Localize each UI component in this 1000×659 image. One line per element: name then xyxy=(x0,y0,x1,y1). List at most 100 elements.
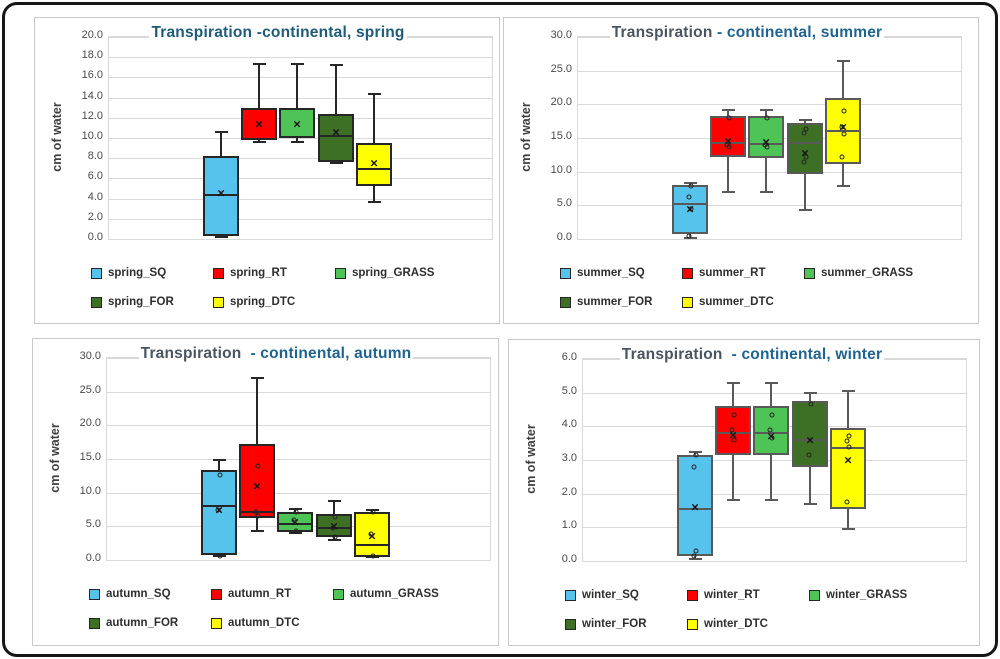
legend-item-autumn_SQ[interactable]: autumn_SQ xyxy=(89,587,171,601)
whisker-cap-lower-summer_GRASS xyxy=(759,190,773,193)
whisker-cap-upper-summer_FOR xyxy=(798,119,812,122)
box-autumn_DTC[interactable] xyxy=(354,511,390,557)
legend-swatch-winter_FOR xyxy=(565,618,576,630)
mean-marker-summer_GRASS: × xyxy=(762,134,770,150)
legend-label: autumn_SQ xyxy=(106,588,171,600)
legend-item-winter_FOR[interactable]: winter_FOR xyxy=(565,617,647,631)
box-spring_FOR[interactable] xyxy=(318,113,354,163)
legend-swatch-summer_RT xyxy=(682,267,693,279)
legend-item-summer_DTC[interactable]: summer_DTC xyxy=(682,295,774,309)
data-point-summer_DTC xyxy=(839,154,844,160)
whisker-cap-upper-autumn_SQ xyxy=(212,458,226,461)
gridline xyxy=(578,239,961,240)
y-tick-label: 20.0 xyxy=(550,96,572,109)
legend-item-summer_RT[interactable]: summer_RT xyxy=(682,266,765,280)
gridline xyxy=(583,392,966,394)
legend-item-winter_SQ[interactable]: winter_SQ xyxy=(565,588,639,602)
mean-marker-winter_SQ: × xyxy=(691,499,699,515)
chart-panel-spring[interactable]: Transpiration -continental, spring cm of… xyxy=(34,17,500,324)
legend-swatch-summer_FOR xyxy=(560,296,571,308)
plot-area: × × × × × xyxy=(106,357,491,561)
whisker-cap-lower-winter_SQ xyxy=(688,558,702,561)
median-spring_DTC xyxy=(358,168,390,171)
box-spring_GRASS[interactable] xyxy=(279,107,315,138)
gridline xyxy=(107,391,490,393)
legend-item-autumn_FOR[interactable]: autumn_FOR xyxy=(89,616,178,630)
legend-item-autumn_DTC[interactable]: autumn_DTC xyxy=(211,616,300,630)
y-tick-label: 20.0 xyxy=(79,417,101,430)
plot-area: × × × × × xyxy=(582,358,967,562)
y-tick-label: 0.0 xyxy=(87,231,103,243)
data-point-winter_DTC xyxy=(846,433,852,439)
legend-item-spring_GRASS[interactable]: spring_GRASS xyxy=(335,266,434,280)
box-summer_SQ[interactable] xyxy=(672,185,708,235)
y-tick-label: 14.0 xyxy=(81,89,103,102)
data-point-summer_SQ xyxy=(686,194,691,200)
legend-item-winter_DTC[interactable]: winter_DTC xyxy=(687,617,768,631)
legend-swatch-spring_FOR xyxy=(91,296,102,308)
y-tick-label: 5.0 xyxy=(85,518,101,531)
whisker-upper-autumn_FOR xyxy=(333,500,335,514)
legend-item-summer_FOR[interactable]: summer_FOR xyxy=(560,295,652,309)
data-point-winter_RT xyxy=(731,437,737,443)
legend-item-winter_RT[interactable]: winter_RT xyxy=(687,588,760,602)
legend-item-spring_DTC[interactable]: spring_DTC xyxy=(213,295,295,309)
legend-swatch-autumn_DTC xyxy=(211,617,222,629)
legend-label: autumn_GRASS xyxy=(350,588,439,600)
whisker-lower-winter_GRASS xyxy=(770,454,772,501)
gridline xyxy=(109,57,492,59)
legend-swatch-autumn_RT xyxy=(211,588,222,600)
mean-marker-spring_DTC: × xyxy=(370,155,378,171)
box-summer_RT[interactable] xyxy=(710,116,746,157)
legend-swatch-winter_DTC xyxy=(687,618,698,630)
gridline xyxy=(109,77,492,79)
legend-item-spring_FOR[interactable]: spring_FOR xyxy=(91,295,174,309)
mean-marker-spring_GRASS: × xyxy=(293,116,301,132)
data-point-winter_GRASS xyxy=(769,412,775,418)
chart-panel-summer[interactable]: Transpiration - continental, summer cm o… xyxy=(503,17,979,324)
legend-swatch-spring_RT xyxy=(213,267,224,279)
legend-item-winter_GRASS[interactable]: winter_GRASS xyxy=(809,588,907,602)
data-point-winter_RT xyxy=(729,427,734,433)
legend-item-autumn_RT[interactable]: autumn_RT xyxy=(211,587,291,601)
data-point-autumn_FOR xyxy=(332,534,338,540)
box-spring_SQ[interactable] xyxy=(203,156,239,236)
box-winter_FOR[interactable] xyxy=(792,401,828,467)
gridline xyxy=(578,104,961,106)
legend-item-spring_SQ[interactable]: spring_SQ xyxy=(91,266,166,280)
box-autumn_SQ[interactable] xyxy=(201,470,237,556)
median-winter_GRASS xyxy=(755,432,787,435)
y-tick-label: 4.0 xyxy=(87,190,103,203)
legend-label: autumn_FOR xyxy=(106,617,179,629)
whisker-cap-upper-summer_DTC xyxy=(836,60,850,63)
chart-panel-winter[interactable]: Transpiration - continental, winter cm o… xyxy=(508,339,980,646)
whisker-cap-upper-spring_GRASS xyxy=(290,63,304,66)
legend-item-autumn_GRASS[interactable]: autumn_GRASS xyxy=(333,587,439,601)
mean-marker-summer_RT: × xyxy=(724,133,732,149)
data-point-summer_FOR xyxy=(801,130,806,136)
box-winter_SQ[interactable] xyxy=(677,454,713,556)
data-point-summer_DTC xyxy=(841,131,847,137)
legend-label: winter_GRASS xyxy=(826,589,908,601)
data-point-autumn_GRASS xyxy=(293,528,299,534)
legend-item-summer_GRASS[interactable]: summer_GRASS xyxy=(804,266,913,280)
whisker-lower-spring_DTC xyxy=(373,186,375,202)
whisker-cap-lower-spring_SQ xyxy=(214,236,228,239)
legend-item-spring_RT[interactable]: spring_RT xyxy=(213,266,287,280)
gridline xyxy=(583,493,966,495)
legend-swatch-summer_SQ xyxy=(560,267,571,279)
box-spring_DTC[interactable] xyxy=(356,143,392,187)
chart-panel-autumn[interactable]: Transpiration - continental, autumn cm o… xyxy=(32,338,499,646)
gridline xyxy=(107,492,490,494)
legend-label: spring_DTC xyxy=(230,296,296,308)
whisker-upper-spring_DTC xyxy=(373,93,375,144)
median-winter_SQ xyxy=(679,507,711,510)
y-tick-label: 30.0 xyxy=(79,350,101,362)
legend-item-summer_SQ[interactable]: summer_SQ xyxy=(560,266,645,280)
whisker-cap-upper-summer_SQ xyxy=(683,182,697,185)
whisker-upper-summer_RT xyxy=(727,109,729,117)
legend-swatch-spring_DTC xyxy=(213,296,224,308)
y-tick-label: 10.0 xyxy=(550,163,572,176)
data-point-summer_FOR xyxy=(803,126,809,132)
